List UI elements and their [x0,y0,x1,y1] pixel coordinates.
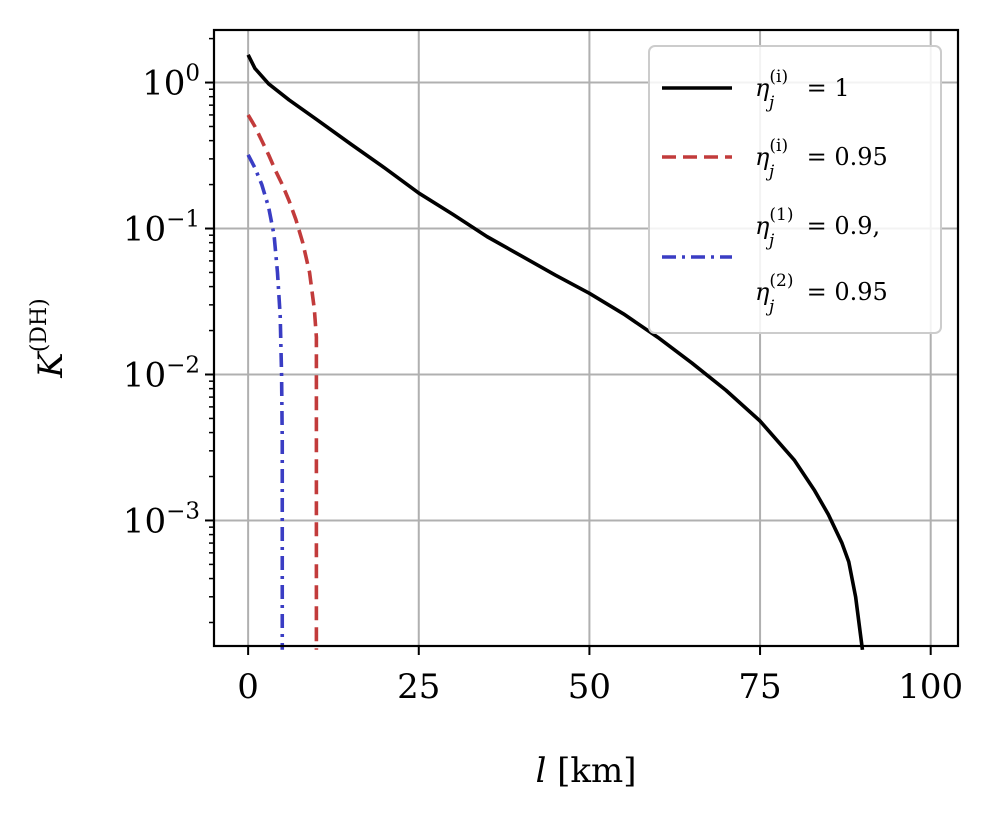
series-line-1 [246,114,319,650]
series-lines [246,53,865,651]
axis-ticks [205,37,932,655]
y-tick-label: 100 [142,61,200,104]
axis-labels: 0 25 50 75 100 100 10−1 10−2 10−3 l [km] K(DH) [27,61,963,791]
legend-label-2b: η(2) j = 0.95 [755,271,888,317]
y-axis-label: K(DH) [27,298,71,378]
y-tick-label: 10−1 [123,207,200,250]
x-axis-label: l [km] [535,751,636,791]
legend: η(i) j = 1 η(i) j = 0.95 η(1) j = 0.9, η(2) j =… [648,45,942,334]
legend-label-0: η(i) j = 1 [755,67,850,113]
legend-label-1: η(i) j = 0.95 [755,136,888,182]
y-tick-label: 10−3 [123,498,200,541]
legend-label-2a: η(1) j = 0.9, [755,205,880,251]
legend-box [648,45,942,334]
series-line-0 [246,53,865,651]
x-tick-label: 0 [237,667,259,707]
x-tick-label: 100 [898,667,963,707]
x-tick-label: 25 [397,667,440,707]
y-tick-label: 10−2 [123,352,200,395]
x-tick-label: 50 [568,667,611,707]
x-tick-label: 75 [738,667,781,707]
plot-frame [212,28,960,648]
